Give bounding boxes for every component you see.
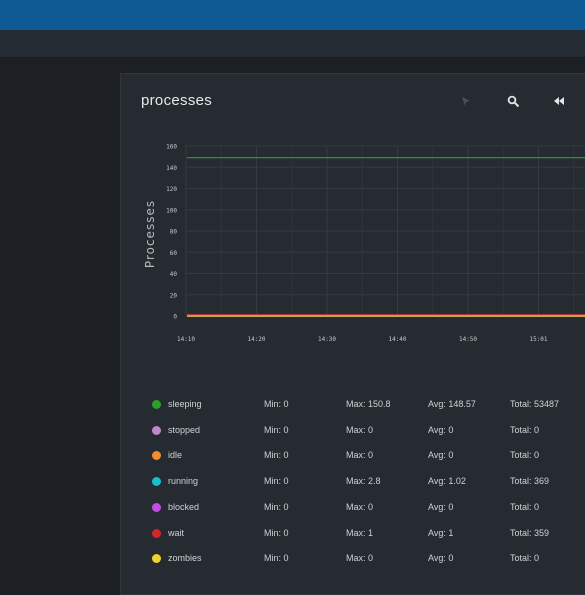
legend-max: Max: 0: [346, 553, 374, 564]
legend-avg: Avg: 0: [428, 501, 454, 512]
x-tick-label: 14:50: [459, 336, 477, 343]
legend-total: Total: 0: [510, 424, 540, 435]
legend-row-wait[interactable]: wait Min: 0 Max: 1 Avg: 1 Total: 359: [121, 526, 585, 542]
legend-max: Max: 0: [346, 501, 374, 512]
legend-series-name: wait: [168, 527, 185, 538]
y-tick-label: 120: [166, 186, 177, 193]
legend-color-dot: [152, 400, 161, 409]
legend-total: Total: 0: [510, 553, 540, 564]
legend-row-stopped[interactable]: stopped Min: 0 Max: 0 Avg: 0 Total: 0: [121, 423, 585, 439]
legend-series-name: running: [168, 476, 199, 487]
y-tick-label: 160: [166, 144, 177, 151]
legend-min: Min: 0: [264, 399, 289, 409]
legend-color-dot: [152, 554, 161, 564]
legend-series-name: zombies: [168, 553, 202, 564]
legend-color-dot: [152, 528, 161, 538]
legend-series-name: sleeping: [168, 399, 202, 409]
legend-total: Total: 369: [510, 476, 550, 487]
legend-avg: Avg: 148.57: [428, 399, 476, 409]
legend-max: Max: 0: [346, 424, 374, 435]
pointer-icon[interactable]: [458, 93, 474, 109]
legend-series-name: stopped: [168, 424, 201, 435]
legend-row-zombies[interactable]: zombies Min: 0 Max: 0 Avg: 0 Total: 0: [121, 551, 585, 567]
legend-min: Min: 0: [264, 501, 289, 512]
legend-total: Total: 0: [510, 450, 540, 461]
legend-total: Total: 0: [510, 501, 540, 512]
legend-max: Max: 150.8: [346, 399, 391, 409]
x-tick-label: 15:01: [529, 336, 547, 343]
y-tick-label: 0: [173, 314, 177, 321]
y-tick-label: 20: [170, 292, 178, 299]
legend-row-idle[interactable]: idle Min: 0 Max: 0 Avg: 0 Total: 0: [121, 448, 585, 464]
zoom-icon[interactable]: [505, 93, 521, 109]
legend-color-dot: [152, 502, 161, 512]
legend-row-sleeping[interactable]: sleeping Min: 0 Max: 150.8 Avg: 148.57 Total…: [121, 397, 585, 413]
legend-avg: Avg: 1.02: [428, 476, 466, 487]
legend-min: Min: 0: [264, 527, 289, 538]
legend-color-dot: [152, 477, 161, 487]
processes-panel: processes 0 20 40 60 80 100 120 140 160 14:10 14:2…: [120, 73, 585, 595]
legend-row-running[interactable]: running Min: 0 Max: 2.8 Avg: 1.02 Total: 369: [121, 474, 585, 490]
legend-avg: Avg: 0: [428, 553, 454, 564]
x-tick-label: 14:30: [318, 336, 336, 343]
x-tick-label: 14:10: [177, 336, 195, 343]
y-tick-label: 60: [170, 250, 178, 257]
legend-avg: Avg: 0: [428, 424, 454, 435]
panel-title: processes: [141, 92, 213, 109]
y-axis-label: Processes: [143, 200, 157, 268]
legend-max: Max: 1: [346, 527, 374, 538]
y-tick-label: 140: [166, 165, 177, 172]
y-tick-label: 100: [166, 207, 177, 214]
legend-total: Total: 53487: [510, 399, 560, 409]
legend-max: Max: 0: [346, 450, 374, 461]
legend-min: Min: 0: [264, 424, 289, 435]
legend-avg: Avg: 0: [428, 450, 454, 461]
y-tick-label: 40: [170, 271, 178, 278]
legend-row-blocked[interactable]: blocked Min: 0 Max: 0 Avg: 0 Total: 0: [121, 500, 585, 516]
legend-color-dot: [152, 425, 161, 435]
legend-min: Min: 0: [264, 450, 289, 461]
x-tick-label: 14:40: [388, 336, 406, 343]
legend-avg: Avg: 1: [428, 527, 454, 538]
rewind-icon[interactable]: [551, 93, 567, 109]
legend-min: Min: 0: [264, 553, 289, 564]
top-navbar: [0, 0, 585, 30]
processes-chart[interactable]: 0 20 40 60 80 100 120 140 160 14:10 14:20 14:30 14:4…: [121, 74, 585, 354]
legend-min: Min: 0: [264, 476, 289, 487]
sub-toolbar: [0, 30, 585, 58]
legend-series-name: blocked: [168, 501, 200, 512]
legend-color-dot: [152, 451, 161, 461]
legend-series-name: idle: [168, 450, 183, 461]
legend-total: Total: 359: [510, 527, 550, 538]
legend-max: Max: 2.8: [346, 476, 381, 487]
y-tick-label: 80: [170, 229, 178, 236]
x-tick-label: 14:20: [247, 336, 265, 343]
